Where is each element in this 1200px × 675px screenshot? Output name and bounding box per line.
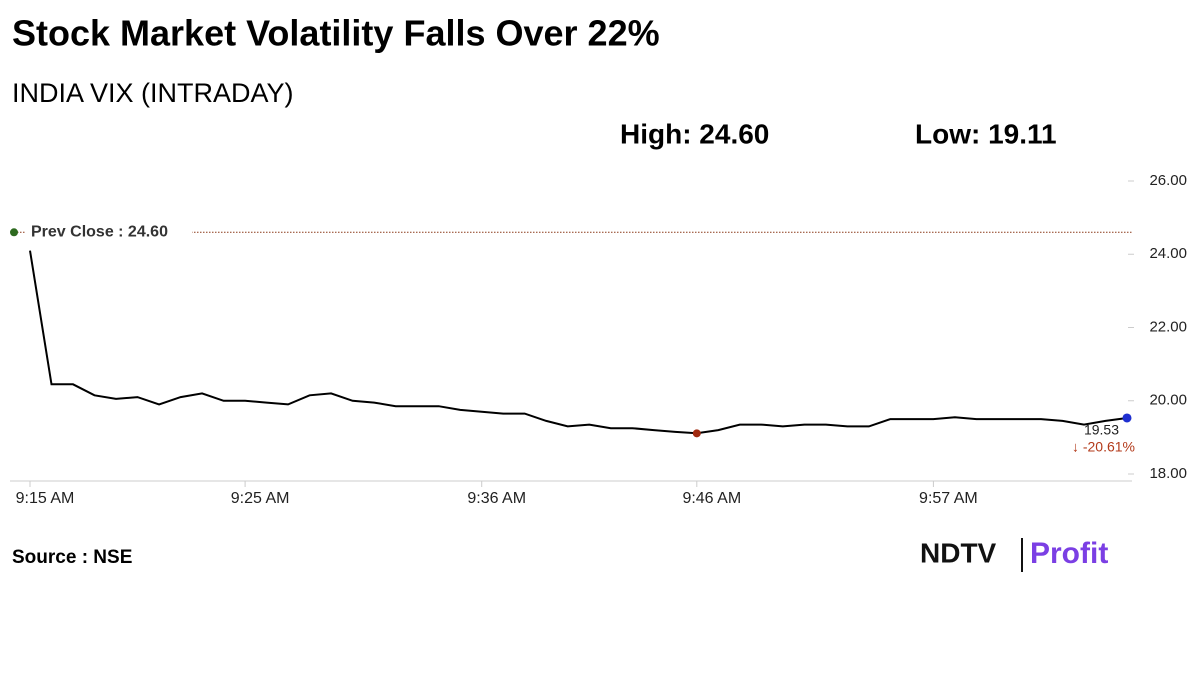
chart-subtitle: INDIA VIX (INTRADAY) bbox=[12, 78, 294, 108]
reference-label: Prev Close : 24.60 bbox=[31, 223, 168, 240]
last-marker bbox=[1122, 413, 1132, 423]
low-marker bbox=[692, 429, 701, 438]
y-tick-label: 26.00 bbox=[1149, 172, 1187, 189]
y-tick-label: 22.00 bbox=[1149, 318, 1187, 335]
reference-marker bbox=[10, 228, 18, 237]
x-tick-label: 9:36 AM bbox=[467, 490, 526, 507]
logo-right: Profit bbox=[1030, 537, 1108, 570]
y-tick-label: 18.00 bbox=[1149, 465, 1187, 482]
x-tick-label: 9:25 AM bbox=[231, 490, 290, 507]
low-label: Low: 19.11 bbox=[915, 118, 1057, 149]
x-tick-label: 9:57 AM bbox=[919, 490, 978, 507]
y-tick-label: 24.00 bbox=[1149, 245, 1187, 262]
last-value-label: 19.53 bbox=[1084, 422, 1119, 438]
line bbox=[29, 250, 1128, 435]
logo-left: NDTV bbox=[920, 537, 997, 568]
reference-label-bg bbox=[26, 221, 192, 244]
high-label: High: 24.60 bbox=[620, 118, 769, 149]
change-label: ↓ -20.61% bbox=[1072, 439, 1135, 455]
x-tick-label: 9:46 AM bbox=[682, 490, 741, 507]
source: Source : NSE bbox=[12, 547, 132, 568]
x-tick-label: 9:15 AM bbox=[16, 490, 75, 507]
y-tick-label: 20.00 bbox=[1149, 392, 1187, 409]
chart-title: Stock Market Volatility Falls Over 22% bbox=[12, 13, 660, 54]
